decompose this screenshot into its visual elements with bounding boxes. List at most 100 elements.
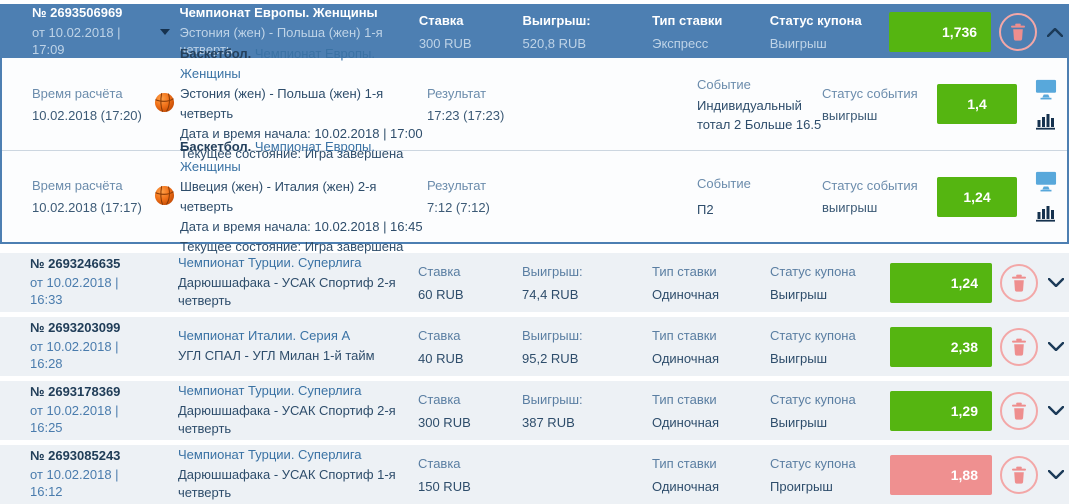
triangle-down-icon[interactable] [159,29,170,35]
match-name: Эстония (жен) - Польша (жен) 1-я четверт… [179,25,383,57]
match-name: Швеция (жен) - Италия (жен) 2-я четверть [180,178,377,214]
chevron-down-icon[interactable] [1044,278,1068,287]
coupon-row[interactable]: № 2693085243 от 10.02.2018 | 16:12 Чемпи… [0,445,1069,504]
delete-button[interactable] [999,13,1038,51]
basketball-icon [154,92,180,116]
match-name: Дарюшшафака - УСАК Спортиф 1-я четверть [178,467,396,500]
chevron-down-icon[interactable] [1044,342,1068,351]
coupon-number: № 2693246635 [30,256,121,272]
win-value: 387 RUB [522,414,575,430]
event-status-label: Статус события [822,178,918,193]
chevron-up-icon[interactable] [1043,27,1067,37]
bet-type-value: Одиночная [652,478,720,494]
stake-label: Ставка [418,263,461,279]
trash-icon [1011,23,1026,41]
coupon-status-value: Проигрыш [770,478,833,494]
calc-time-label: Время расчёта [32,85,123,101]
coupon-row[interactable]: № 2693246635 от 10.02.2018 | 16:33 Чемпи… [0,253,1069,312]
stake-label: Ставка [418,455,461,471]
calc-time-label: Время расчёта [32,178,123,193]
coupon-number: № 2693085243 [30,448,121,464]
delete-button[interactable] [1000,455,1038,494]
coupon-status-value: Выигрыш [770,286,828,302]
coupon-status-value: Выигрыш [770,414,828,430]
coupon-date: от 10.02.2018 | 17:09 [32,25,121,57]
event-row: Время расчёта 10.02.2018 (17:20) [2,46,1067,161]
delete-button[interactable] [1000,327,1038,366]
league-link[interactable]: Чемпионат Италии. Серия А [178,328,351,344]
league-name: Чемпионат Европы. Женщины [179,5,378,21]
coupon-number: № 2693506969 [32,5,123,21]
bet-type-value: Одиночная [652,286,720,302]
league-link[interactable]: Чемпионат Европы. Женщины [180,138,375,174]
win-value: 95,2 RUB [522,350,579,366]
coupon-status-label: Статус купона [770,327,856,343]
stake-label: Ставка [418,327,461,343]
bar-chart-icon[interactable] [1036,111,1056,130]
start-time: Дата и время начала: 10.02.2018 | 17:00 [180,126,423,141]
win-value: 74,4 RUB [522,286,579,302]
match-name: Дарюшшафака - УСАК Спортиф 2-я четверть [178,275,396,308]
chevron-down-icon[interactable] [1044,406,1068,415]
stake-value: 300 RUB [418,414,471,430]
league-link[interactable]: Чемпионат Турции. Суперлига [178,255,362,271]
basketball-icon [154,185,180,209]
stake-label: Ставка [418,391,461,407]
bet-type-value: Экспресс [652,36,709,51]
stake-label: Ставка [418,13,464,28]
sport-name: Баскетбол. [180,46,252,61]
bar-chart-icon[interactable] [1036,203,1056,222]
start-time: Дата и время начала: 10.02.2018 | 16:45 [180,218,423,234]
monitor-icon[interactable] [1035,79,1057,100]
trash-icon [1012,466,1026,484]
coupon-row[interactable]: № 2693203099 от 10.02.2018 | 16:28 Чемпи… [0,317,1069,376]
coefficient-badge: 1,24 [890,262,992,303]
event-label: Событие [697,176,751,191]
coupon-row[interactable]: № 2693178369 от 10.02.2018 | 16:25 Чемпи… [0,381,1069,440]
event-status-value: выигрыш [822,107,878,123]
coefficient-badge: 1,736 [889,12,992,52]
league-link[interactable]: Чемпионат Турции. Суперлига [178,383,362,399]
chevron-down-icon[interactable] [1044,470,1068,479]
delete-button[interactable] [1000,263,1038,302]
bet-type-value: Одиночная [652,350,720,366]
event-value: Индивидуальный тотал 2 Больше 16.5 [697,97,822,132]
stake-value: 150 RUB [418,478,471,494]
result-label: Результат [427,85,487,101]
trash-icon [1012,338,1026,356]
bet-type-label: Тип ставки [652,327,717,343]
event-value: П2 [697,202,714,217]
result-value: 7:12 (7:12) [427,200,490,215]
league-link[interactable]: Чемпионат Турции. Суперлига [178,447,362,463]
sport-name: Баскетбол. [180,138,252,154]
result-value: 17:23 (17:23) [427,107,505,123]
bet-type-label: Тип ставки [652,391,717,407]
coupon-date: от 10.02.2018 | 16:25 [30,403,119,435]
win-value: 520,8 RUB [522,36,587,51]
delete-button[interactable] [1000,391,1038,430]
event-status-label: Статус события [822,85,918,101]
event-coefficient-badge: 1,24 [937,176,1017,217]
coupon-header-row[interactable]: № 2693506969 от 10.02.2018 | 17:09 Чемпи… [2,5,1067,58]
game-state: Текущее состояние: Игра завершена [180,146,404,161]
stake-value: 300 RUB [418,36,472,51]
coupon-number: № 2693178369 [30,384,121,400]
coupon-status-label: Статус купона [769,13,862,28]
calc-time-value: 10.02.2018 (17:20) [32,107,142,123]
monitor-icon[interactable] [1035,171,1057,192]
result-label: Результат [427,178,487,193]
win-label: Выигрыш: [522,13,591,28]
coupon-status-label: Статус купона [770,263,856,279]
league-link[interactable]: Чемпионат Европы. Женщины [180,46,375,81]
event-coefficient-badge: 1,4 [937,84,1017,124]
game-state: Текущее состояние: Игра завершена [180,238,404,254]
stake-value: 60 RUB [418,286,464,302]
match-name: УГЛ СПАЛ - УГЛ Милан 1-й тайм [178,348,375,364]
match-name: Дарюшшафака - УСАК Спортиф 2-я четверть [178,403,396,436]
coupon-status-value: Выигрыш [769,36,827,51]
coupon-status-value: Выигрыш [770,350,828,366]
coefficient-badge: 1,29 [890,390,992,431]
bet-type-label: Тип ставки [652,455,717,471]
event-label: Событие [697,76,751,92]
